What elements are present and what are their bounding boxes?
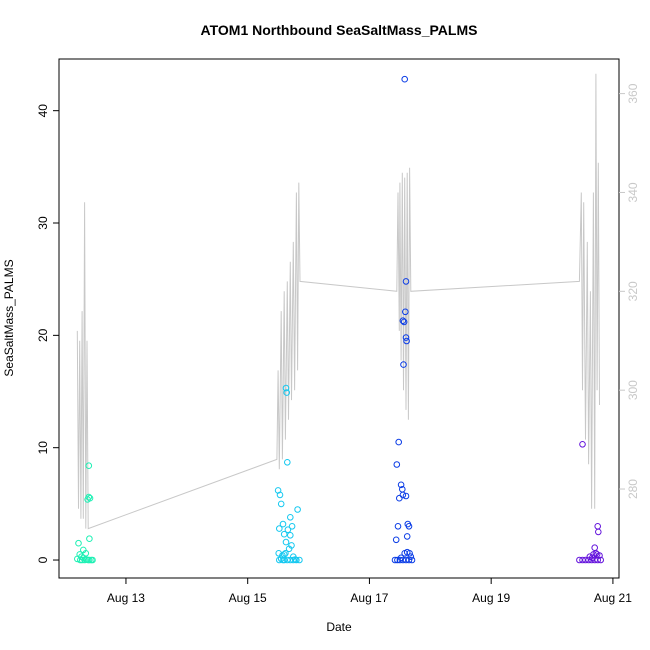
y2-tick-label: 280	[626, 479, 640, 499]
chart-title: ATOM1 Northbound SeaSaltMass_PALMS	[201, 22, 478, 38]
data-point	[82, 550, 90, 557]
data-point	[594, 523, 602, 530]
x-tick-label: Aug 13	[107, 591, 145, 605]
data-point	[394, 523, 402, 530]
data-point	[401, 75, 409, 83]
series-2	[391, 75, 416, 564]
data-point	[403, 337, 410, 345]
data-point	[399, 317, 407, 325]
data-point	[86, 494, 94, 502]
x-axis-label: Date	[326, 620, 352, 634]
data-point	[402, 334, 410, 341]
data-point	[78, 553, 85, 561]
series-0	[74, 462, 96, 564]
data-point	[585, 556, 592, 564]
data-point	[591, 544, 599, 552]
data-point	[276, 525, 283, 532]
data-point	[392, 536, 400, 544]
data-point	[89, 556, 96, 564]
data-point	[288, 523, 296, 530]
y-axis-label: SeaSaltMass_PALMS	[2, 259, 16, 376]
y2-tick-label: 320	[626, 281, 640, 301]
data-point	[290, 553, 297, 561]
data-point	[282, 538, 290, 546]
data-point	[296, 556, 303, 564]
plot-frame	[58, 58, 620, 579]
data-point	[397, 481, 405, 489]
data-point	[276, 556, 283, 564]
data-point	[282, 384, 290, 392]
data-point	[405, 556, 413, 564]
secondary-series-line	[76, 73, 600, 530]
data-point	[85, 493, 93, 501]
data-point	[276, 491, 284, 499]
data-point	[594, 556, 602, 564]
data-point	[395, 438, 403, 446]
y2-tick-label: 340	[626, 182, 640, 202]
data-point	[406, 550, 413, 557]
x-axis: Aug 13 Aug 15 Aug 17 Aug 19 Aug 21	[107, 578, 632, 605]
data-point	[405, 523, 413, 530]
data-point	[407, 553, 415, 561]
data-point	[288, 542, 295, 549]
data-point	[280, 551, 288, 558]
data-point	[86, 556, 93, 564]
y-tick-label: 30	[36, 216, 50, 230]
x-tick-label: Aug 21	[594, 591, 632, 605]
data-point	[402, 278, 410, 285]
y-axis-right: 280 300 320 340 360	[619, 83, 640, 499]
y-tick-label: 10	[36, 441, 50, 455]
data-point	[75, 539, 82, 547]
data-point	[294, 506, 301, 513]
data-point	[287, 514, 294, 521]
data-point	[402, 308, 409, 316]
data-point	[595, 528, 602, 536]
data-point	[277, 500, 285, 508]
data-point	[287, 532, 294, 539]
data-point	[86, 535, 93, 543]
data-point	[402, 492, 410, 500]
data-point	[400, 318, 408, 326]
x-tick-label: Aug 15	[229, 591, 267, 605]
data-point	[590, 551, 597, 558]
series-1	[274, 384, 303, 564]
series-3	[576, 441, 605, 564]
y-tick-label: 0	[36, 556, 50, 563]
data-point	[399, 491, 407, 499]
y2-tick-label: 360	[626, 83, 640, 103]
data-point	[284, 459, 291, 466]
data-point	[597, 556, 605, 564]
y2-tick-label: 300	[626, 380, 640, 400]
data-point	[408, 556, 416, 564]
y-axis-left: 0 10 20 30 40	[36, 104, 59, 563]
scatter-points-layer	[74, 75, 605, 564]
data-point	[579, 441, 586, 448]
data-point	[397, 554, 405, 562]
data-point	[279, 520, 287, 528]
x-tick-label: Aug 17	[350, 591, 388, 605]
x-tick-label: Aug 19	[472, 591, 510, 605]
data-point	[393, 461, 401, 468]
data-point	[280, 530, 288, 538]
data-point	[283, 389, 291, 396]
data-point	[85, 462, 93, 470]
y-tick-label: 40	[36, 104, 50, 118]
data-point	[391, 556, 399, 564]
data-point	[284, 526, 292, 534]
data-point	[403, 533, 411, 540]
y-tick-label: 20	[36, 328, 50, 342]
data-point	[588, 556, 595, 564]
data-point	[400, 361, 407, 368]
data-point	[396, 494, 403, 502]
secondary-series-layer	[76, 73, 600, 530]
